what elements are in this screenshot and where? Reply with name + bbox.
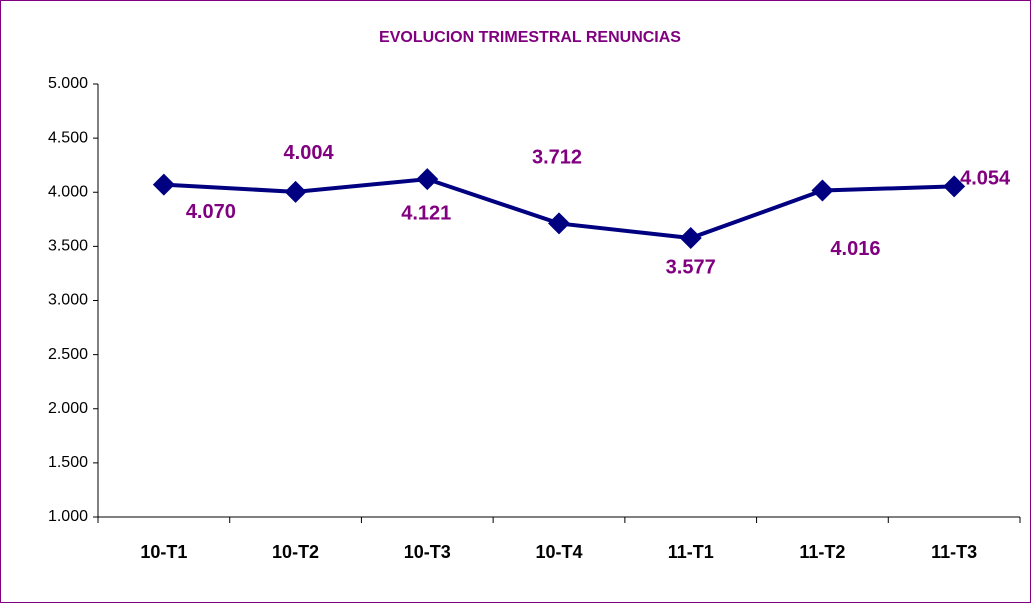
y-tick-label: 4.000 — [48, 183, 88, 200]
x-tick-label: 11-T3 — [931, 542, 977, 562]
y-tick-label: 3.000 — [48, 292, 88, 309]
data-label: 4.054 — [960, 168, 1011, 190]
data-label: 3.577 — [666, 256, 716, 278]
data-label: 4.004 — [284, 142, 335, 164]
y-tick-label: 2.000 — [48, 400, 88, 417]
y-tick-label: 1.500 — [48, 454, 88, 471]
marker — [811, 179, 834, 202]
chart-title: EVOLUCION TRIMESTRAL RENUNCIAS — [379, 29, 681, 46]
y-tick-label: 1.000 — [48, 508, 88, 525]
x-tick-label: 10-T1 — [140, 542, 187, 562]
data-label: 4.016 — [830, 238, 880, 260]
marker — [152, 173, 175, 196]
marker — [284, 180, 307, 203]
marker — [943, 175, 966, 198]
y-tick-label: 3.500 — [48, 238, 88, 255]
marker — [416, 168, 439, 191]
x-tick-label: 10-T3 — [404, 542, 451, 562]
y-tick-label: 4.500 — [48, 129, 88, 146]
y-tick-label: 2.500 — [48, 346, 88, 363]
x-tick-label: 11-T1 — [668, 542, 714, 562]
data-label: 3.712 — [532, 147, 582, 169]
y-tick-label: 5.000 — [48, 75, 88, 92]
x-tick-label: 11-T2 — [799, 542, 845, 562]
x-tick-label: 10-T4 — [535, 542, 582, 562]
marker — [679, 227, 702, 250]
marker — [548, 212, 570, 235]
data-label: 4.121 — [401, 202, 451, 224]
x-tick-label: 10-T2 — [272, 542, 319, 562]
data-label: 4.070 — [186, 201, 236, 223]
